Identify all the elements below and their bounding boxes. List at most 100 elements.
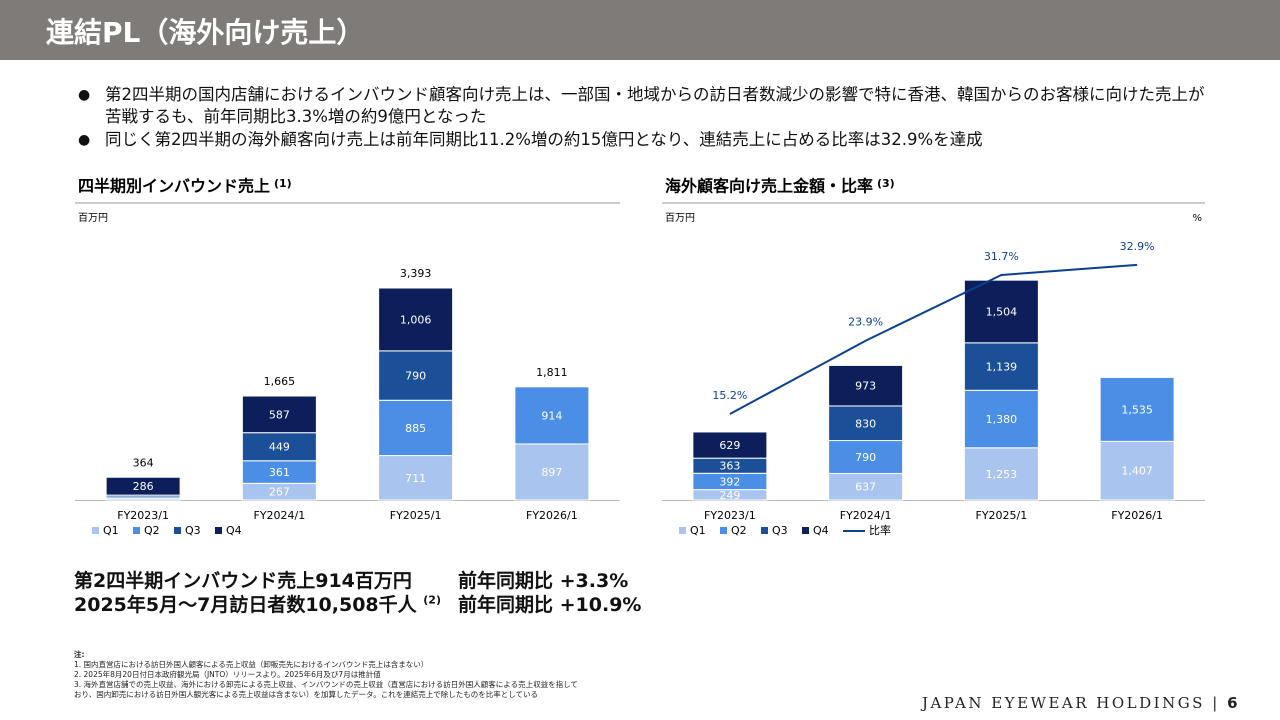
bar-segment (241, 395, 317, 434)
page-number: 6 (1227, 694, 1240, 712)
legend-swatch (92, 527, 99, 534)
total-label: 1,811 (536, 366, 568, 379)
x-tick-label: FY2025/1 (976, 509, 1028, 522)
value-label: 363 (719, 460, 740, 473)
value-label: 790 (405, 370, 426, 383)
value-label: 790 (855, 451, 876, 464)
legend-swatch (215, 527, 222, 534)
notes-label: 注: (74, 650, 85, 659)
bar-segment (514, 386, 590, 445)
bar-segment (963, 389, 1039, 449)
x-tick-label: FY2023/1 (704, 509, 756, 522)
bar-segment (105, 476, 181, 496)
bar-segment (1099, 376, 1175, 442)
company: JAPAN EYEWEAR HOLDINGS (921, 694, 1205, 712)
bar-segment (828, 364, 904, 407)
x-tick-label: FY2023/1 (117, 509, 169, 522)
legend-label: Q1 (690, 524, 706, 537)
legend-swatch (174, 527, 181, 534)
value-label: 392 (719, 475, 740, 488)
bar-segment (1099, 440, 1175, 501)
value-label: 637 (855, 481, 876, 494)
legend-label: Q4 (813, 524, 829, 537)
highlight-yoy: 前年同期比 +3.3% (458, 570, 629, 592)
value-label: 1,253 (986, 468, 1018, 481)
value-label: 1,139 (986, 361, 1018, 374)
chart-title: 四半期別インバウンド売上 (78, 177, 270, 196)
x-tick-label: FY2024/1 (840, 509, 892, 522)
legend-label: Q2 (144, 524, 160, 537)
x-tick-label: FY2026/1 (1111, 509, 1163, 522)
note: 1. 国内直営店における訪日外国人顧客による売上収益（卸販売先におけるインバウン… (74, 660, 429, 669)
value-label: 1,407 (1121, 465, 1153, 478)
x-tick-label: FY2026/1 (526, 509, 578, 522)
highlight-yoy: 前年同期比 +10.9% (458, 594, 642, 616)
bar-segment (828, 440, 904, 474)
value-label: 711 (405, 472, 426, 485)
highlight: 2025年5月～7月訪日者数10,508千人 (2) (74, 590, 441, 617)
legend-label: Q3 (772, 524, 788, 537)
bar-segment (241, 432, 317, 462)
legend-swatch (720, 527, 727, 534)
legend-label: Q4 (226, 524, 242, 537)
bar-segment (828, 472, 904, 501)
bar-segment (963, 279, 1039, 344)
bar-segment (378, 350, 454, 401)
value-label: 587 (269, 408, 290, 421)
slide-title: 連結PL（海外向け売上） (46, 16, 365, 49)
value-label: 249 (719, 489, 740, 502)
header-bar: 連結PL（海外向け売上） (0, 0, 1280, 60)
title-note: (3) (877, 177, 895, 190)
x-tick-label: FY2024/1 (254, 509, 306, 522)
total-label: 1,665 (264, 375, 296, 388)
bar-segment (828, 405, 904, 442)
chart-title: 海外顧客向け売上金額・比率 (665, 177, 873, 196)
x-tick-label: FY2025/1 (390, 509, 442, 522)
value-label: 361 (269, 466, 290, 479)
line-label: 15.2% (712, 389, 747, 402)
value-label: 1,504 (986, 306, 1018, 319)
value-label: 449 (269, 441, 290, 454)
value-label: 286 (133, 480, 154, 493)
bullet: 同じく第2四半期の海外顧客向け売上は前年同期比11.2%増の約15億円となり、連… (78, 129, 1208, 151)
value-label: 267 (269, 486, 290, 499)
bar-segment (378, 399, 454, 457)
legend-label: Q2 (731, 524, 747, 537)
highlight: 第2四半期インバウンド売上914百万円 (74, 570, 412, 592)
bullets: 第2四半期の国内店舗におけるインバウンド顧客向け売上は、一部国・地域からの訪日者… (78, 84, 1208, 152)
unit2-label: % (1192, 213, 1202, 224)
value-label: 1,006 (400, 313, 432, 326)
legend-label: Q1 (103, 524, 119, 537)
value-label: 973 (855, 380, 876, 393)
unit-label: 百万円 (665, 212, 695, 224)
unit-label: 百万円 (78, 212, 108, 224)
total-label: 3,393 (400, 267, 432, 280)
legend-label: Q3 (185, 524, 201, 537)
footer: JAPAN EYEWEAR HOLDINGS | 6 (921, 694, 1240, 712)
bar-segment (692, 431, 768, 459)
value-label: 897 (541, 466, 562, 479)
legend-swatch (133, 527, 140, 534)
note-ref: (2) (423, 593, 441, 607)
title-note: (1) (274, 177, 292, 190)
legend-swatch (679, 527, 686, 534)
value-label: 1,535 (1121, 403, 1153, 416)
line-label: 32.9% (1120, 240, 1155, 253)
note: 2. 2025年8月20日付日本政府観光局（JNTO）リリースより。2025年6… (74, 670, 381, 679)
legend-swatch (761, 527, 768, 534)
value-label: 1,380 (986, 413, 1018, 426)
value-label: 885 (405, 422, 426, 435)
note: 3. 海外直営店舗での売上収益、海外における卸売による売上収益、インバウンドの売… (74, 680, 578, 699)
legend-label: 比率 (869, 523, 891, 537)
bullet: 第2四半期の国内店舗におけるインバウンド顧客向け売上は、一部国・地域からの訪日者… (78, 84, 1208, 128)
value-label: 914 (541, 409, 562, 422)
legend-swatch (802, 527, 809, 534)
notes: 注: 1. 国内直営店における訪日外国人顧客による売上収益（卸販売先におけるイン… (74, 650, 584, 700)
highlight-text: 2025年5月～7月訪日者数10,508千人 (74, 594, 417, 616)
bar-segment (378, 455, 454, 501)
line-label: 31.7% (984, 250, 1019, 263)
value-label: 830 (855, 417, 876, 430)
bar-segment (378, 287, 454, 352)
